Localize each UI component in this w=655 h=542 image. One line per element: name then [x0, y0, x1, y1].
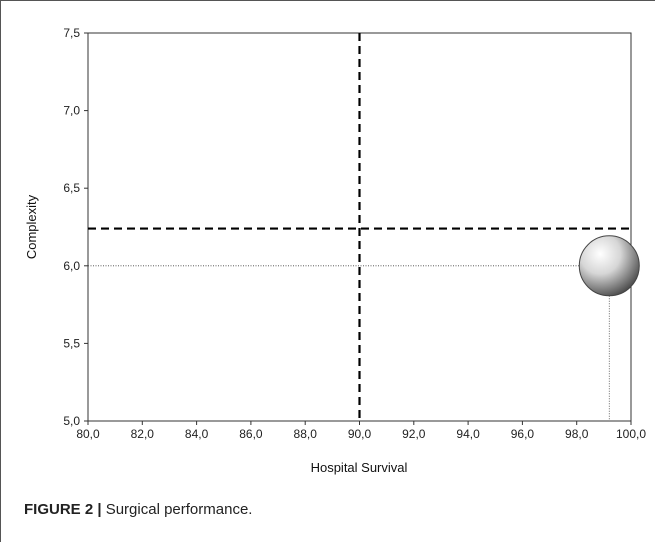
frame-left-border: [0, 0, 1, 542]
x-tick-label: 80,0: [76, 427, 100, 441]
y-tick-label: 6,0: [63, 259, 80, 273]
x-axis-label: Hospital Survival: [311, 460, 408, 475]
caption-text: Surgical performance.: [101, 501, 253, 518]
frame-top-border: [0, 0, 655, 1]
x-tick-label: 88,0: [294, 427, 318, 441]
y-tick-label: 7,0: [63, 104, 80, 118]
data-points: [88, 235, 640, 421]
x-tick-label: 92,0: [402, 427, 426, 441]
x-tick-label: 86,0: [239, 427, 263, 441]
y-tick-label: 7,5: [63, 26, 80, 40]
y-tick-label: 5,5: [63, 336, 80, 350]
y-tick-label: 5,0: [63, 414, 80, 428]
reference-lines: [88, 33, 631, 421]
x-tick-label: 100,0: [616, 427, 646, 441]
x-tick-label: 90,0: [348, 427, 372, 441]
y-axis-ticks: 5,0 5,5 6,0 6,5 7,0 7,5: [63, 26, 88, 428]
data-bubble: [578, 235, 640, 297]
x-tick-label: 82,0: [131, 427, 155, 441]
y-axis-label: Complexity: [24, 194, 39, 259]
x-tick-label: 94,0: [456, 427, 480, 441]
x-tick-label: 84,0: [185, 427, 209, 441]
figure-caption: FIGURE 2 | Surgical performance.: [24, 501, 252, 518]
y-tick-label: 6,5: [63, 181, 80, 195]
x-tick-label: 98,0: [565, 427, 589, 441]
scatter-chart: 80,0 82,0 84,0 86,0 88,0 90,0 92,0 94,0 96,0 98,0…: [24, 26, 646, 475]
x-tick-label: 96,0: [511, 427, 535, 441]
figure-number: FIGURE 2 |: [24, 501, 102, 518]
x-axis-ticks: 80,0 82,0 84,0 86,0 88,0 90,0 92,0 94,0 96,0 98,0…: [76, 421, 646, 441]
